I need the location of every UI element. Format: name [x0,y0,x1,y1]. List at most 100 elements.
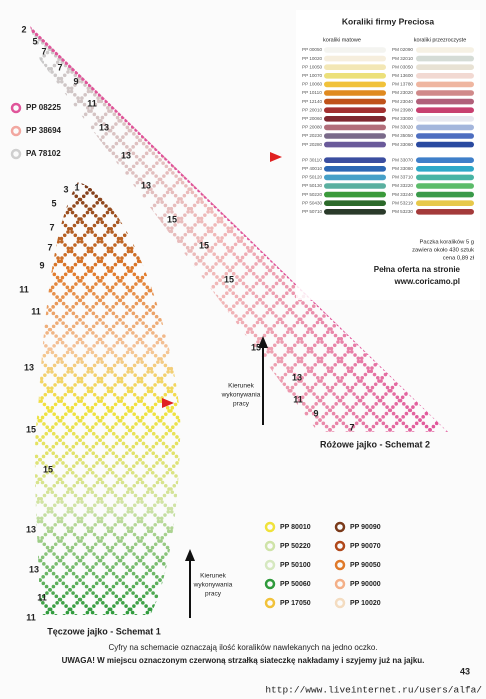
arrowhead [258,336,268,348]
bead-swatch [324,200,386,206]
text: UWAGA! W miejscu oznaczonym czerwoną str… [62,656,425,665]
bead-swatch [324,183,386,189]
bead-row [34,182,181,615]
text: PM 23020 [392,90,413,95]
text: PA 78102 [26,149,61,158]
text: PP 90090 [350,524,381,531]
text: 13 [99,122,109,132]
text: 5 [51,198,56,208]
text: PP 50100 [280,562,311,569]
bead-swatch [324,116,386,122]
text: Kierunek [200,573,226,580]
bead-swatch [324,191,386,198]
text: PM 33060 [392,142,413,147]
text: 11 [37,592,47,602]
bead-row [34,182,181,615]
bead-swatch [324,98,386,105]
legend-bead [264,578,276,590]
text: 11 [19,284,29,294]
text: pracy [205,591,222,598]
bead-swatch [324,174,386,181]
legend-bead [264,540,276,552]
bead-swatch [324,73,386,79]
text: koraliki matowe [323,37,361,43]
bead-swatch [324,64,386,70]
bead-swatch [324,157,386,163]
text: PM 53230 [392,209,413,214]
text: PM 33220 [392,183,413,188]
text: 9 [73,76,78,86]
text: 5 [32,36,37,46]
text: PM 35050 [392,133,413,138]
text: PP 38694 [26,126,62,135]
text: 2 [21,24,26,34]
bead-swatch [324,133,386,139]
text: 13 [24,362,34,372]
bead-swatch [416,90,474,96]
text: PP 10020 [350,600,381,607]
text: PM 33710 [392,175,413,180]
text: PM 23040 [392,99,413,104]
text: 11 [293,394,303,404]
bead-row [34,182,122,615]
bead-row [34,182,181,615]
text: 15 [167,214,177,224]
text: 13 [141,180,151,190]
text: Różowe jajko - Schemat 2 [320,439,430,449]
bead-row [78,182,181,615]
text: 13 [121,150,131,160]
text: PP 20010 [302,107,323,112]
bead-swatch [324,124,386,131]
bead-swatch [324,81,386,88]
text: Kierunek [228,383,254,390]
bead-swatch [324,90,386,96]
text: PP 08225 [26,103,62,112]
text: 15 [43,464,53,474]
text: PP 50220 [302,192,323,197]
text: Cyfry na schemacie oznaczają ilość koral… [108,643,377,652]
legend-bead [334,578,346,590]
text: PP 10070 [302,73,323,78]
text: PP 10020 [302,56,323,61]
text: 11 [31,306,41,316]
text: 9 [313,408,318,418]
bead-row [34,182,181,615]
text: 15 [199,240,209,250]
bead-swatch [324,55,386,62]
bead-swatch [416,64,474,70]
bead-row [34,182,162,615]
legend-bead [10,102,22,114]
legend-bead [334,521,346,533]
bead-row [34,182,142,615]
text: Koraliki firmy Preciosa [342,16,434,26]
text: wykonywania [221,392,261,399]
bead-swatch [324,47,386,53]
bead-swatch [416,174,474,181]
bead-swatch [416,157,474,163]
bead-row [58,182,181,615]
bead-row [34,182,181,615]
text: PM 13600 [392,73,413,78]
text: PP 12140 [302,99,323,104]
text: PP 90000 [350,581,381,588]
text: PM 03050 [392,64,413,69]
text: 15 [251,342,261,352]
legend-bead [334,597,346,609]
bead-row [34,182,181,615]
text: PM 23980 [392,107,413,112]
text: 13 [292,372,302,382]
text: http://www.liveinternet.ru/users/alfa/ [265,685,482,696]
text: PP 10060 [302,82,323,87]
text: 11 [87,98,97,108]
text: PM 33020 [392,125,413,130]
bead-swatch [416,124,474,131]
bead-swatch [416,183,474,189]
text: Tęczowe jajko - Schemat 1 [47,626,161,636]
legend-bead [10,148,22,160]
bead-swatch [324,141,386,148]
text: PP 20280 [302,142,323,147]
bead-swatch [416,116,474,122]
bead-row [34,182,181,615]
